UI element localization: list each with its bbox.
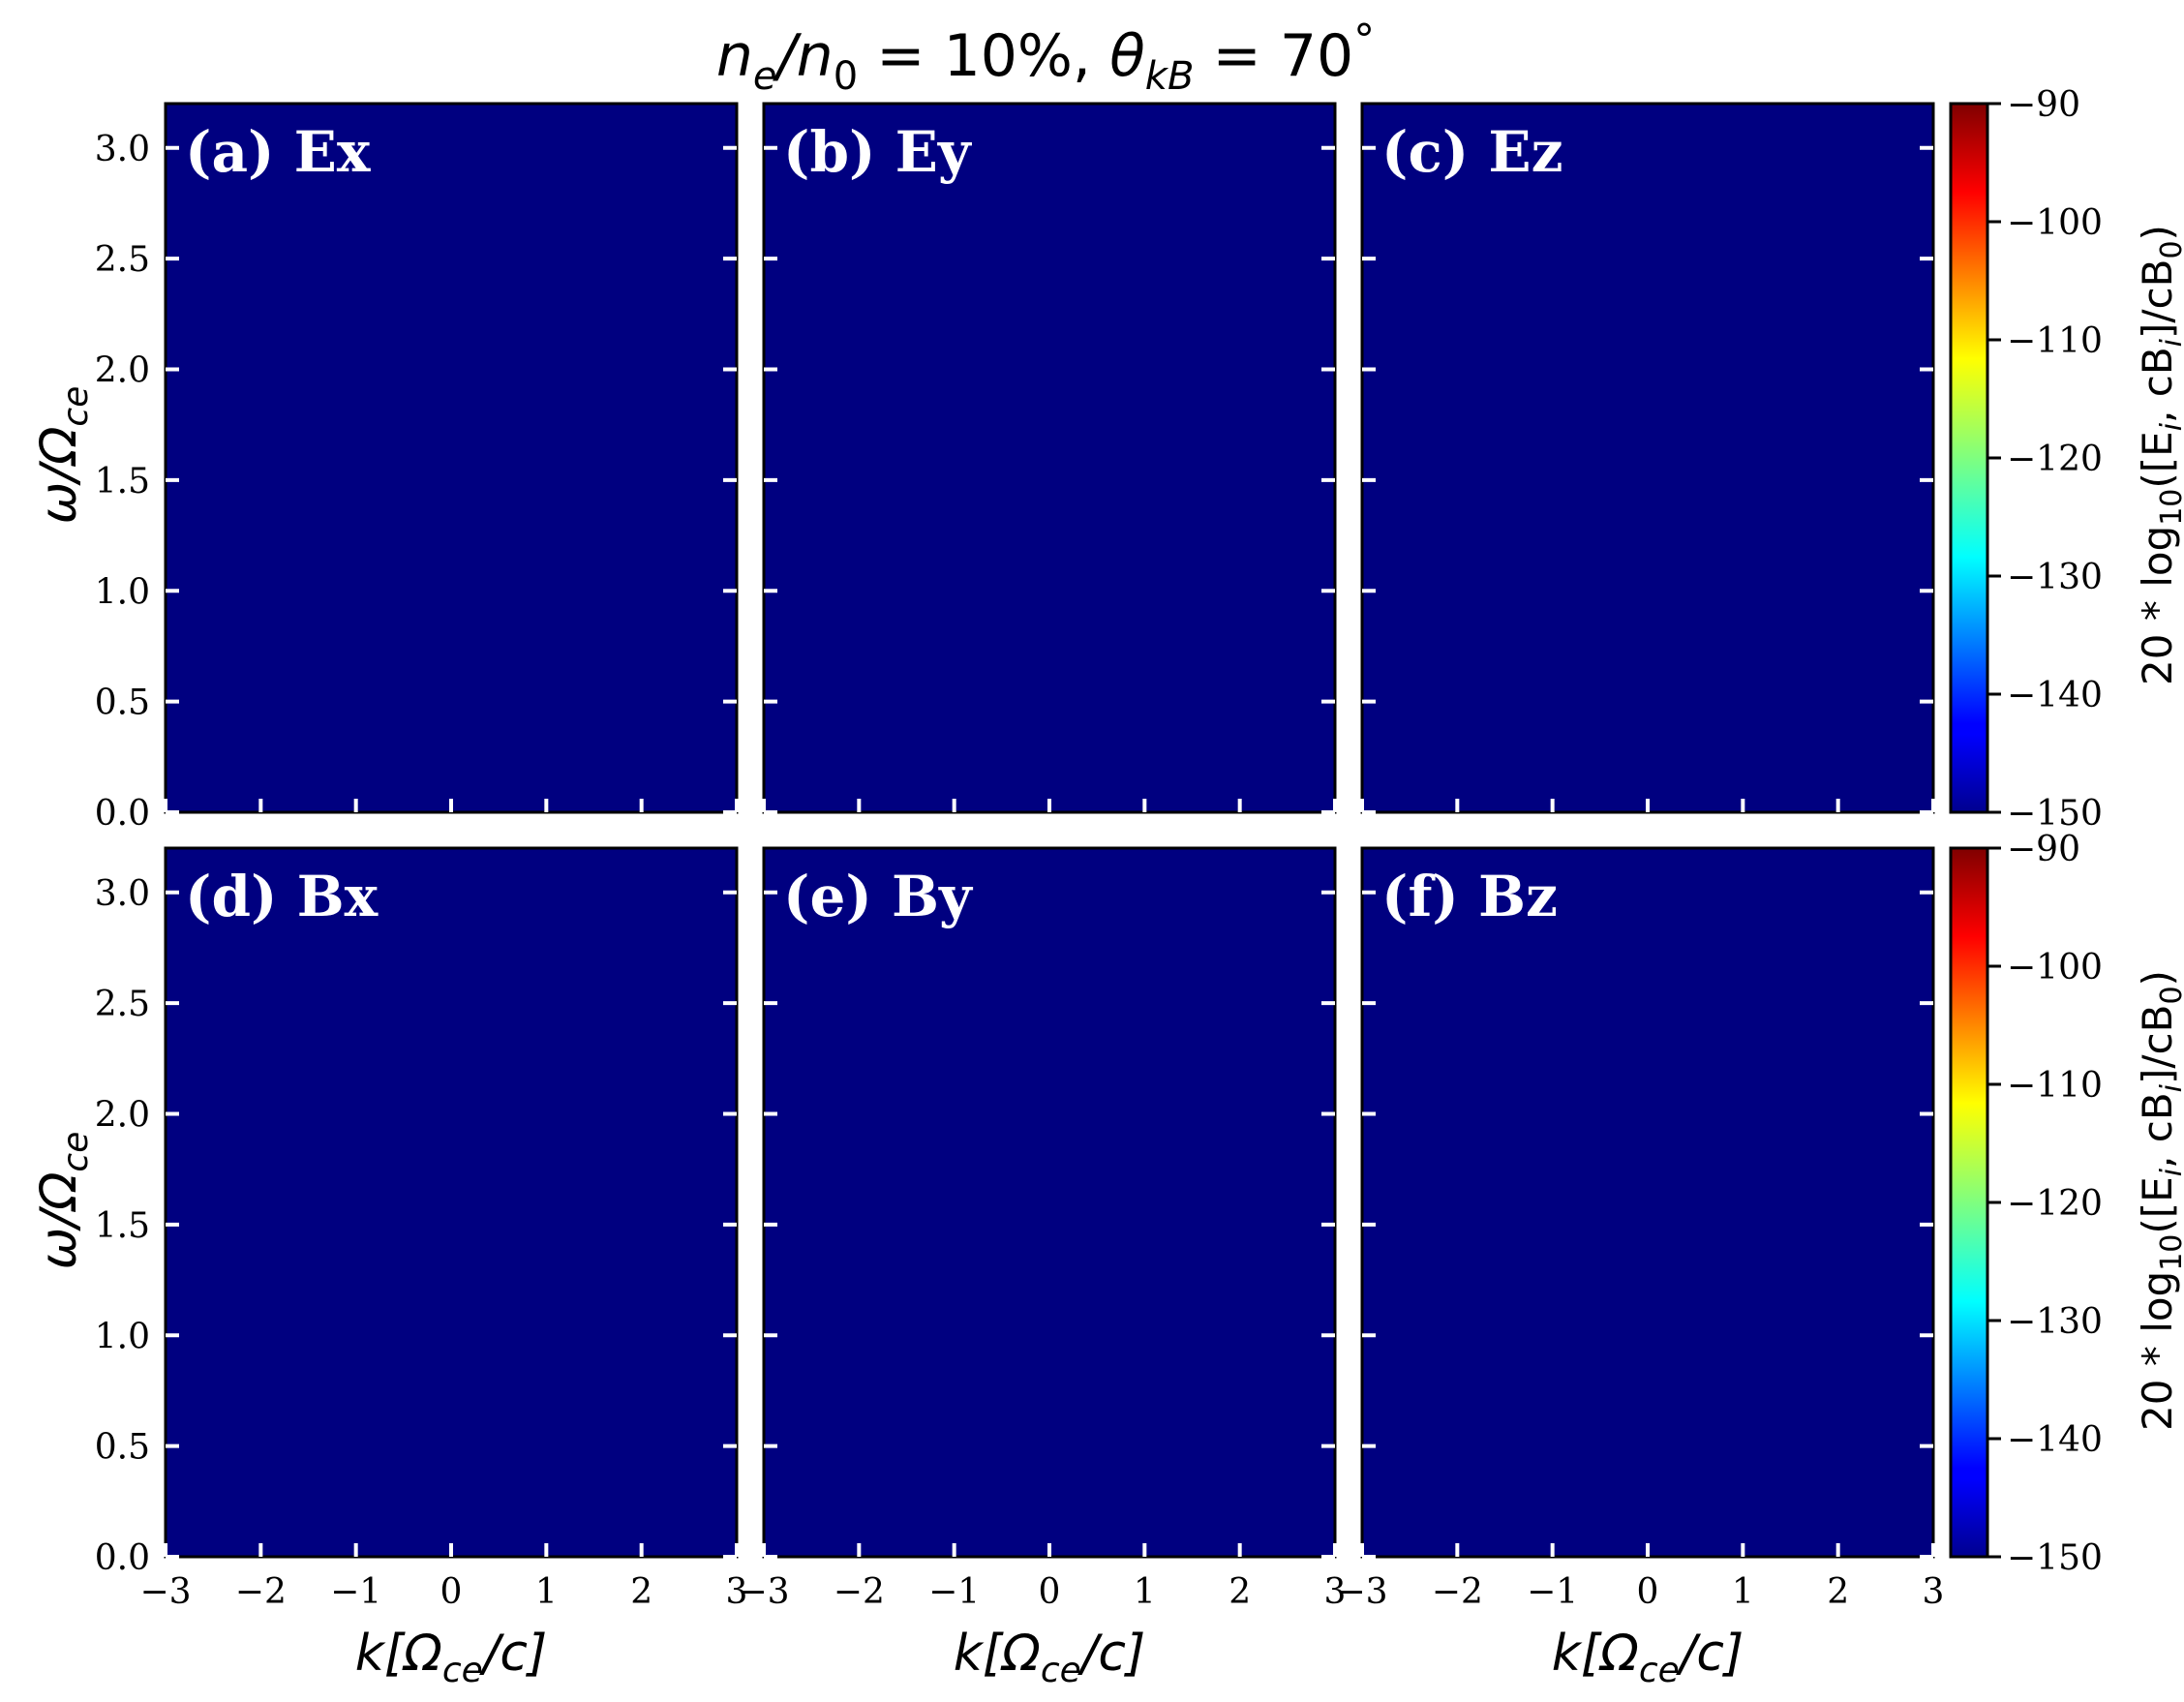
y-tick-label: 1.0 (95, 1317, 150, 1356)
x-tick-label: −3 (1336, 1572, 1387, 1612)
y-tick-label: 0.5 (95, 1428, 150, 1468)
x-tick-label: 3 (1324, 1572, 1347, 1612)
heatmap-cell-by (764, 848, 1335, 1557)
colorbars: −90−100−110−120−130−140−150−90−100−110−1… (1949, 85, 2103, 1578)
panel-grid: (a) Ex (b) Ey (c) Ez (d) Bx (e) By (f) Bz (164, 102, 1935, 1559)
colorbar-tick-label: −100 (2007, 203, 2103, 243)
x-tick-label: 0 (1637, 1572, 1659, 1612)
x-tick-label: 2 (1228, 1572, 1251, 1612)
colorbar-tick-label: −130 (2007, 558, 2103, 597)
x-tick-label: 1 (1732, 1572, 1754, 1612)
colorbar-tick-label: −90 (2007, 85, 2080, 125)
colorbar-bottom (1951, 848, 1987, 1557)
panel-label-ez: (c) Ez (1381, 119, 1563, 185)
x-tick-label: −3 (738, 1572, 789, 1612)
x-axis-label-col1: k[Ωce/c] (355, 1625, 548, 1690)
x-tick-label: 0 (440, 1572, 463, 1612)
y-tick-label: 2.0 (95, 351, 150, 391)
heatmap-cell-bx (166, 848, 737, 1557)
colorbar-tick-label: −100 (2007, 948, 2103, 988)
panel-label-ex: (a) Ex (185, 119, 371, 185)
x-tick-label: −2 (834, 1572, 885, 1612)
x-tick-label: −1 (330, 1572, 381, 1612)
y-axis-label-bottom: ω/Ωce (30, 1132, 96, 1270)
panel-label-bz: (f) Bz (1381, 864, 1558, 929)
x-tick-label: 3 (726, 1572, 748, 1612)
x-tick-label: 3 (1923, 1572, 1945, 1612)
colorbar-label-bottom: 20 * log10([Ei, cBi]/cB0) (2134, 970, 2184, 1431)
colorbar-tick-label: −110 (2007, 1066, 2103, 1106)
x-tick-label: 0 (1039, 1572, 1061, 1612)
colorbar-tick-label: −150 (2007, 1538, 2103, 1578)
colorbar-tick-label: −120 (2007, 1184, 2103, 1224)
x-tick-label: 2 (1827, 1572, 1849, 1612)
y-tick-label: 2.0 (95, 1096, 150, 1136)
colorbar-top (1951, 104, 1987, 812)
colorbar-tick-label: −110 (2007, 321, 2103, 361)
x-tick-label: −1 (928, 1572, 980, 1612)
y-tick-label: 3.0 (95, 874, 150, 914)
heatmap-cell-ez (1362, 104, 1933, 812)
colorbar-tick-label: −90 (2007, 830, 2080, 869)
x-tick-label: −1 (1527, 1572, 1578, 1612)
panel-label-ey: (b) Ey (783, 119, 973, 185)
axis-ticks: 0.0 0.5 1.0 1.5 2.0 2.5 3.0 0.0 0.5 1.0 1.5 2.0 2.5 3… (95, 130, 1945, 1612)
x-tick-label: 2 (630, 1572, 652, 1612)
x-axis-label-col2: k[Ωce/c] (954, 1625, 1146, 1690)
x-axis-label-col3: k[Ωce/c] (1552, 1625, 1744, 1690)
colorbar-label-top: 20 * log10([Ei, cBi]/cB0) (2134, 225, 2184, 685)
y-tick-label: 1.5 (95, 1206, 150, 1246)
x-tick-label: −2 (1432, 1572, 1483, 1612)
colorbar-tick-label: −130 (2007, 1302, 2103, 1342)
colorbar-tick-label: −150 (2007, 794, 2103, 834)
heatmap-cell-bz (1362, 848, 1933, 1557)
panel-label-by: (e) By (783, 864, 974, 929)
x-tick-label: 1 (1134, 1572, 1156, 1612)
y-tick-label: 1.0 (95, 572, 150, 612)
x-tick-label: −2 (235, 1572, 287, 1612)
x-tick-label: −3 (139, 1572, 191, 1612)
y-tick-label: 1.5 (95, 462, 150, 501)
panel-label-bx: (d) Bx (185, 864, 379, 929)
y-tick-label: 0.0 (95, 794, 150, 834)
heatmap-cell-ex (166, 104, 737, 812)
figure-title: ne/n0 = 10%, θkB = 70° (716, 15, 1375, 99)
heatmap-cell-ey (764, 104, 1335, 812)
y-tick-label: 3.0 (95, 130, 150, 169)
y-tick-label: 0.0 (95, 1538, 150, 1578)
y-tick-label: 2.5 (95, 240, 150, 280)
y-tick-label: 0.5 (95, 684, 150, 723)
x-tick-label: 1 (535, 1572, 558, 1612)
colorbar-tick-label: −140 (2007, 676, 2103, 715)
y-axis-label-top: ω/Ωce (30, 386, 96, 525)
y-tick-label: 2.5 (95, 985, 150, 1024)
colorbar-tick-label: −140 (2007, 1420, 2103, 1460)
colorbar-tick-label: −120 (2007, 440, 2103, 479)
